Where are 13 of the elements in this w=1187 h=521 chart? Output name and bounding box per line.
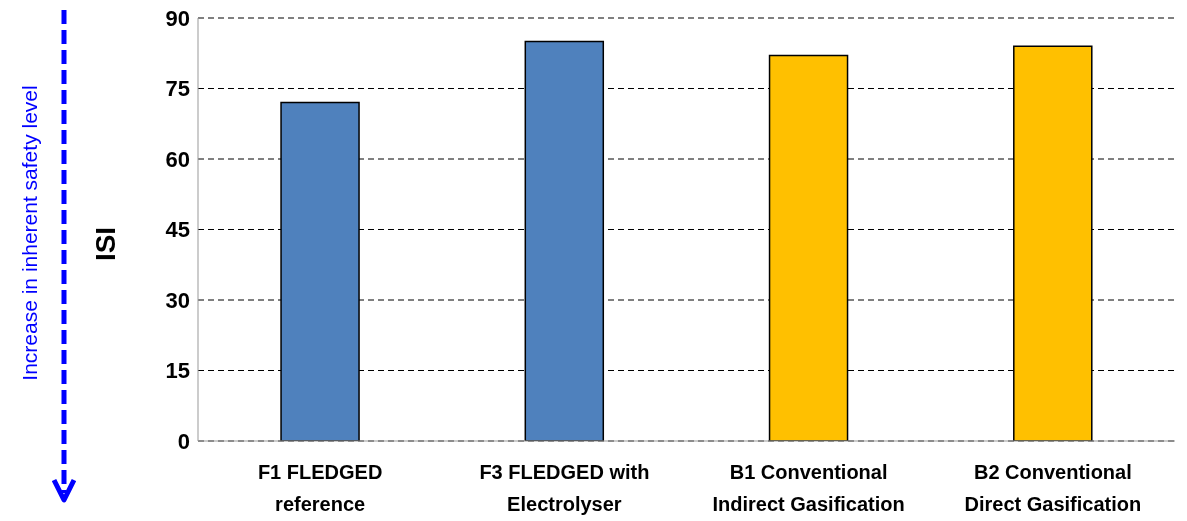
y-axis-title: ISI — [90, 226, 122, 262]
y-tick-label: 30 — [165, 287, 190, 313]
y-tick-label: 45 — [165, 217, 190, 243]
y-tick-label: 15 — [165, 358, 190, 384]
y-tick-label: 60 — [165, 146, 190, 172]
x-tick-label: F3 FLEDGED with Electrolyser — [479, 461, 650, 515]
text: Increase in inherent safety level — [18, 85, 42, 381]
y-tick-label: 90 — [165, 5, 190, 31]
y-tick-label: 0 — [177, 428, 190, 454]
x-tick-label: B2 Conventional Direct Gasification — [964, 461, 1142, 515]
x-tick-label: F1 FLEDGED reference — [257, 461, 383, 515]
y-tick-label: 75 — [165, 76, 190, 102]
x-tick-label: B1 Conventional Indirect Gasification — [712, 461, 905, 515]
